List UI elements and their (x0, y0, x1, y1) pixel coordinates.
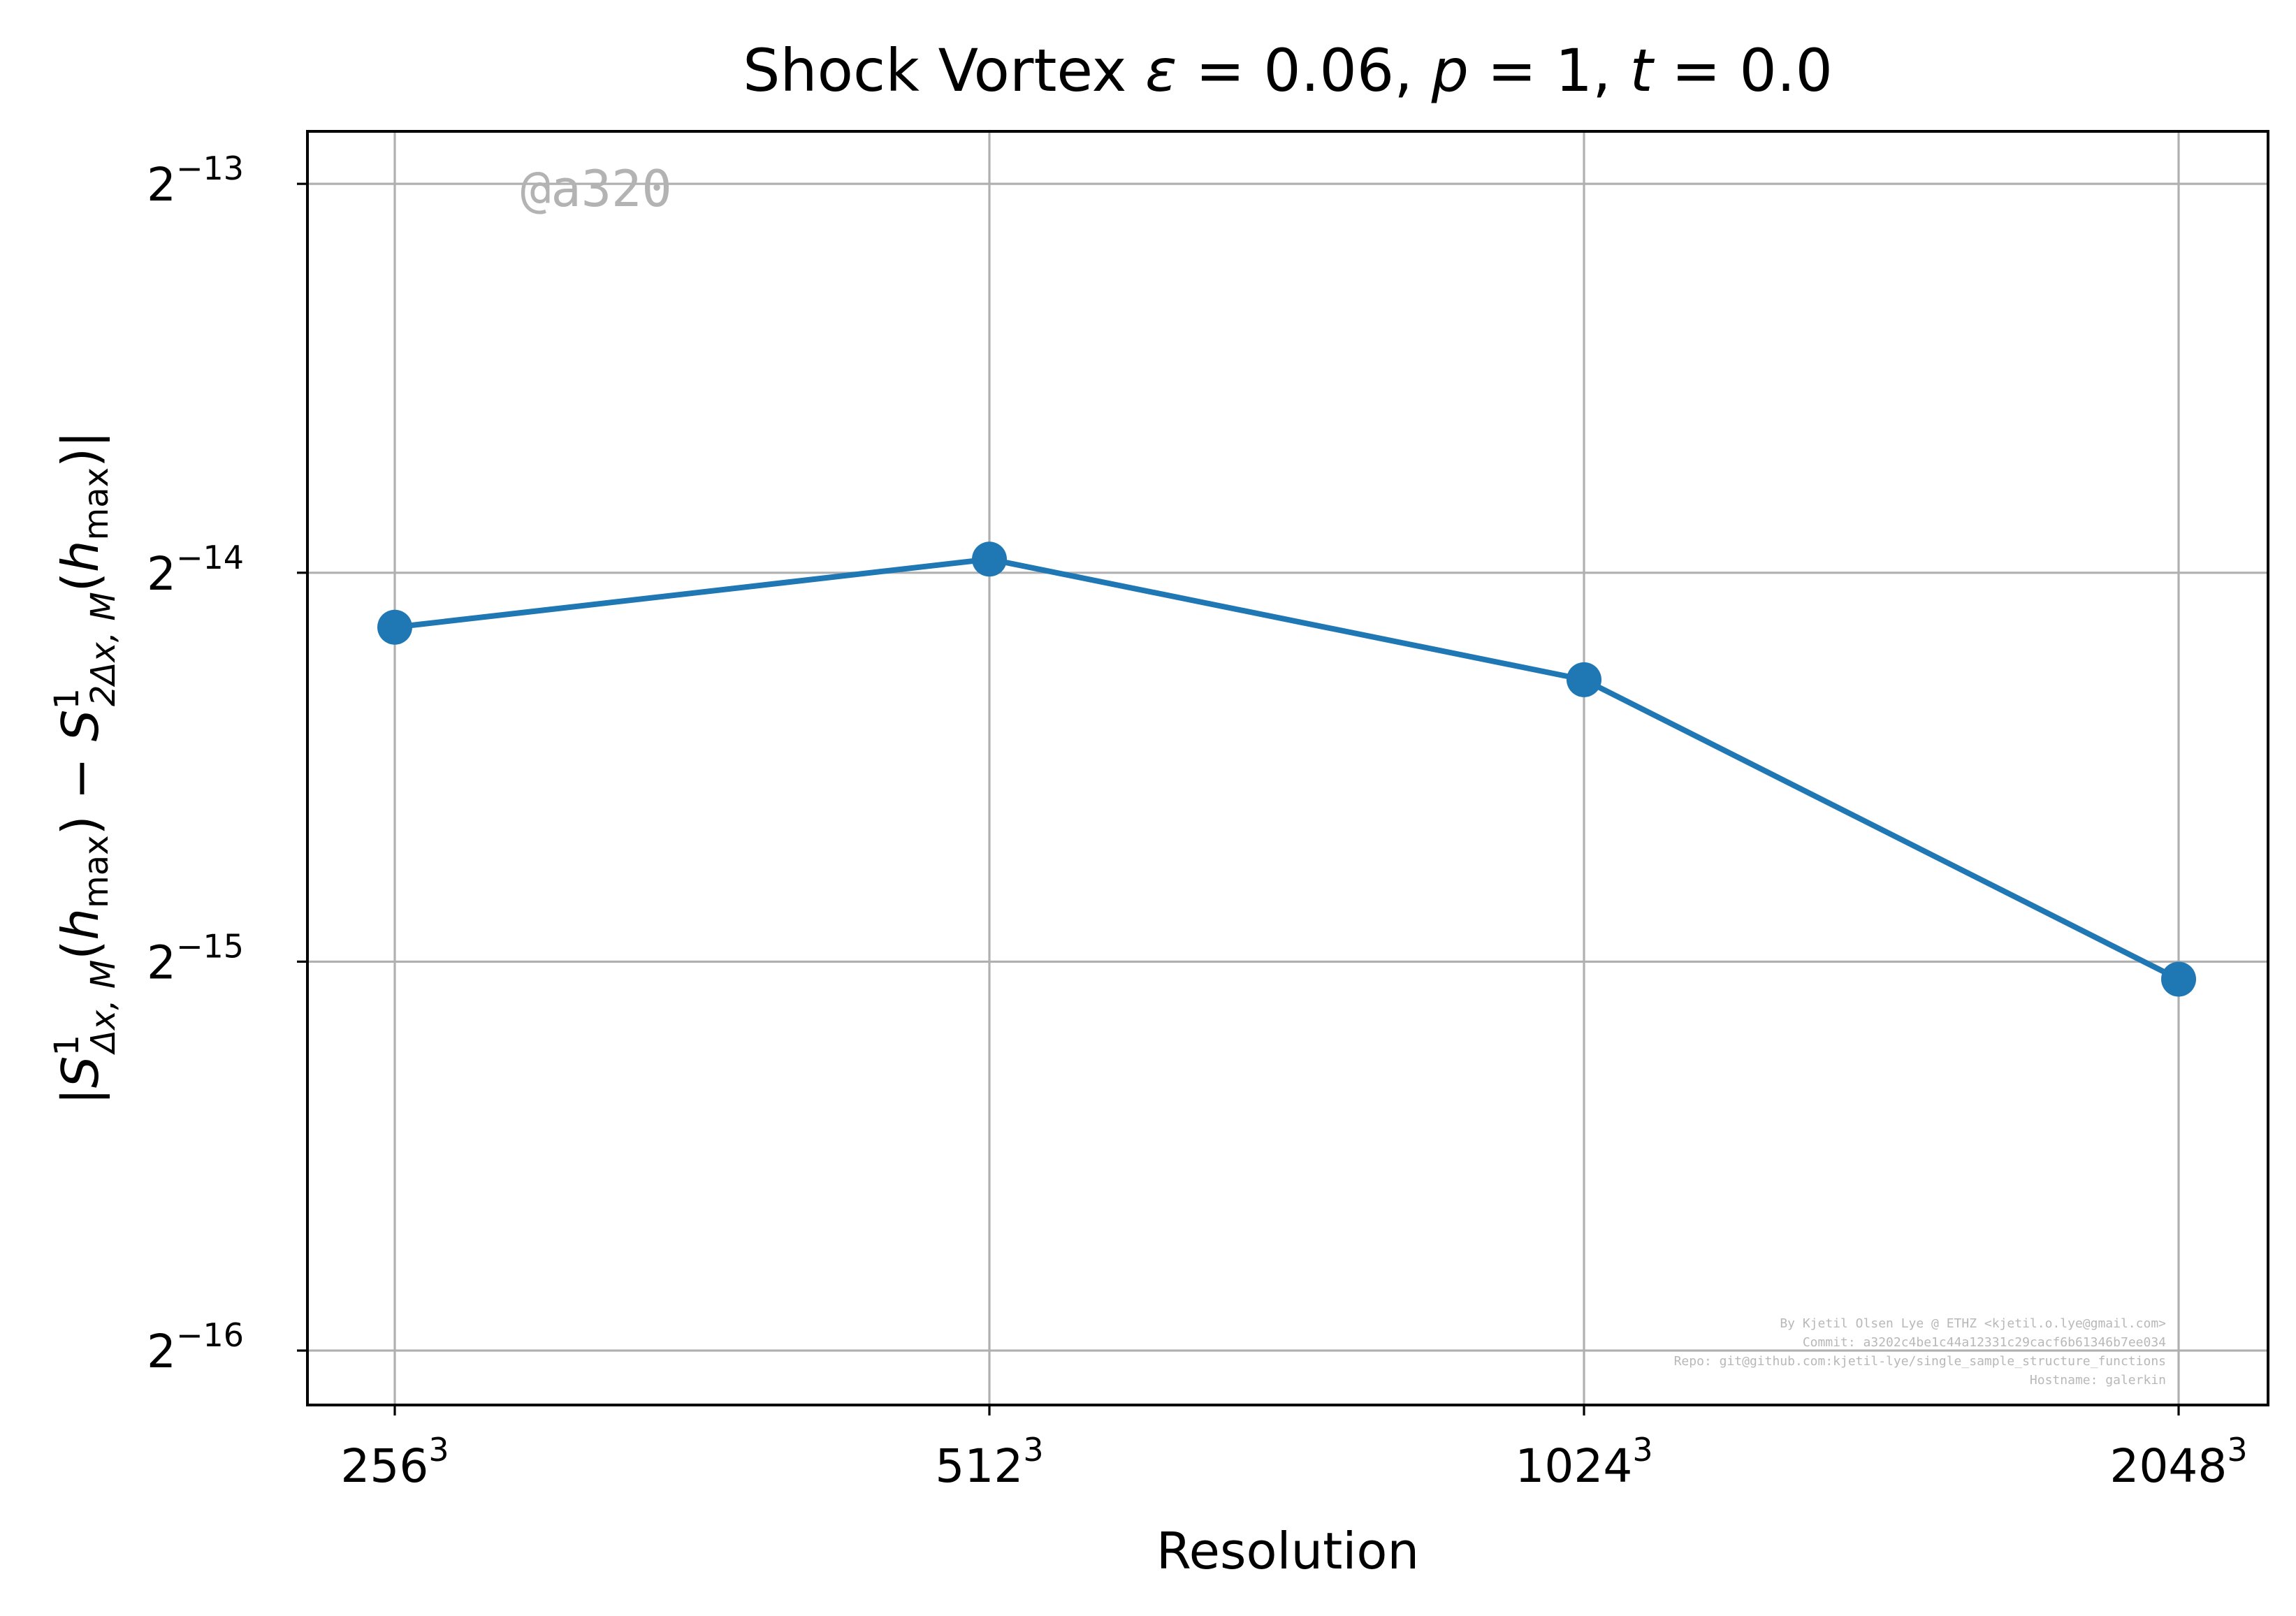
y-axis-label: |S1Δx, M(hmax) − S12Δx, M(hmax)| (48, 431, 123, 1105)
series-line-group (394, 556, 2180, 982)
x-axis-label: Resolution (1156, 1522, 1419, 1580)
x-tick-label: 10243 (1515, 1431, 1652, 1493)
y-tick-label: 2−14 (147, 539, 244, 601)
data-points (377, 541, 2196, 997)
credit-line: Commit: a3202c4be1c44a12331c29cacf6b6134… (1803, 1335, 2166, 1350)
credit-line: Repo: git@github.com:kjetil-lye/single_s… (1674, 1354, 2166, 1369)
x-tick-label: 20483 (2109, 1431, 2247, 1493)
watermark: @a320 (521, 159, 672, 218)
data-point (377, 609, 412, 645)
y-tick-label: 2−13 (147, 150, 244, 212)
svg-text:|S1Δx, M(hmax) − S12Δx, M(hmax: |S1Δx, M(hmax) − S12Δx, M(hmax)| (48, 431, 123, 1105)
credit-line: By Kjetil Olsen Lye @ ETHZ <kjetil.o.lye… (1780, 1316, 2166, 1331)
gridlines (307, 131, 2268, 1405)
x-tick-label: 2563 (340, 1431, 449, 1493)
credit-block: By Kjetil Olsen Lye @ ETHZ <kjetil.o.lye… (1674, 1316, 2167, 1388)
series-line (394, 556, 2180, 982)
plot-area-frame (306, 130, 2269, 1406)
x-axis: 2563 5123 10243 20483 (340, 1405, 2248, 1493)
chart-title: Shock Vortex ε = 0.06, p = 1, t = 0.0 (743, 36, 1833, 105)
y-tick-label: 2−16 (147, 1316, 244, 1378)
data-point (1567, 662, 1601, 697)
y-axis: 2−16 2−15 2−14 2−13 (147, 150, 307, 1378)
data-point (972, 541, 1007, 577)
credit-line: Hostname: galerkin (2030, 1373, 2166, 1388)
y-tick-label: 2−15 (147, 927, 244, 989)
data-point (2161, 961, 2196, 997)
x-tick-label: 5123 (935, 1431, 1043, 1493)
